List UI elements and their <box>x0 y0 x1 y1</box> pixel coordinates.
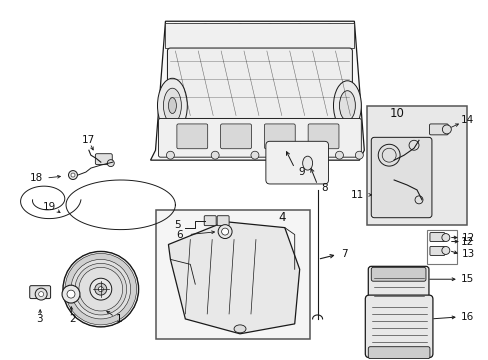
Ellipse shape <box>71 260 130 319</box>
Ellipse shape <box>292 24 306 38</box>
Ellipse shape <box>166 151 174 159</box>
FancyBboxPatch shape <box>158 118 361 157</box>
Polygon shape <box>168 222 299 334</box>
Ellipse shape <box>211 151 219 159</box>
Ellipse shape <box>234 325 245 333</box>
Text: 8: 8 <box>321 183 327 193</box>
Ellipse shape <box>302 156 312 170</box>
Ellipse shape <box>414 196 422 204</box>
FancyBboxPatch shape <box>30 286 50 298</box>
Ellipse shape <box>295 27 303 35</box>
Ellipse shape <box>325 27 333 35</box>
Ellipse shape <box>67 290 75 298</box>
Bar <box>165 23 354 48</box>
Ellipse shape <box>236 27 244 35</box>
FancyBboxPatch shape <box>177 124 207 149</box>
Ellipse shape <box>441 234 449 242</box>
Ellipse shape <box>250 151 258 159</box>
Ellipse shape <box>333 81 361 130</box>
Text: 16: 16 <box>460 312 473 322</box>
FancyBboxPatch shape <box>370 267 425 281</box>
Text: 12: 12 <box>461 233 474 243</box>
Text: 10: 10 <box>389 107 404 120</box>
Ellipse shape <box>163 88 181 123</box>
Bar <box>155 210 309 339</box>
Bar <box>426 230 456 264</box>
FancyBboxPatch shape <box>370 137 431 218</box>
Ellipse shape <box>218 225 232 239</box>
Ellipse shape <box>263 24 276 38</box>
FancyBboxPatch shape <box>428 124 447 135</box>
Ellipse shape <box>157 78 187 133</box>
Ellipse shape <box>39 292 43 297</box>
Ellipse shape <box>295 151 303 159</box>
Text: 6: 6 <box>176 230 183 239</box>
FancyBboxPatch shape <box>385 312 413 336</box>
Ellipse shape <box>95 283 106 295</box>
Text: 2: 2 <box>69 314 76 324</box>
Ellipse shape <box>265 27 273 35</box>
FancyBboxPatch shape <box>265 141 328 184</box>
Ellipse shape <box>441 247 449 255</box>
Ellipse shape <box>201 27 209 35</box>
Text: 5: 5 <box>173 220 180 230</box>
Ellipse shape <box>408 140 418 150</box>
Bar <box>366 105 466 225</box>
Ellipse shape <box>65 253 136 325</box>
FancyBboxPatch shape <box>367 266 428 317</box>
Ellipse shape <box>35 288 47 300</box>
Ellipse shape <box>79 267 122 311</box>
FancyBboxPatch shape <box>307 124 338 149</box>
Ellipse shape <box>107 159 114 167</box>
Ellipse shape <box>68 171 77 180</box>
Text: 14: 14 <box>460 116 473 126</box>
Ellipse shape <box>98 287 103 292</box>
Text: 3: 3 <box>36 314 42 324</box>
FancyBboxPatch shape <box>217 216 228 226</box>
Polygon shape <box>150 21 364 160</box>
FancyBboxPatch shape <box>220 124 251 149</box>
Text: 4: 4 <box>278 211 285 224</box>
Ellipse shape <box>355 151 363 159</box>
Text: 18: 18 <box>30 173 43 183</box>
Text: 17: 17 <box>82 135 95 145</box>
Ellipse shape <box>339 91 355 121</box>
Text: 13: 13 <box>461 249 474 260</box>
Ellipse shape <box>198 24 212 38</box>
Ellipse shape <box>442 125 450 134</box>
Text: 11: 11 <box>350 190 364 200</box>
Text: 1: 1 <box>116 314 122 324</box>
FancyBboxPatch shape <box>429 233 444 242</box>
FancyBboxPatch shape <box>264 124 295 149</box>
FancyBboxPatch shape <box>365 295 432 357</box>
FancyBboxPatch shape <box>167 48 352 118</box>
FancyBboxPatch shape <box>429 247 444 255</box>
FancyBboxPatch shape <box>204 216 216 226</box>
Ellipse shape <box>168 98 176 113</box>
Text: 19: 19 <box>43 202 56 212</box>
Text: 15: 15 <box>460 274 473 284</box>
Ellipse shape <box>63 251 138 327</box>
Ellipse shape <box>335 151 343 159</box>
Ellipse shape <box>233 24 246 38</box>
Ellipse shape <box>168 24 182 38</box>
Ellipse shape <box>322 24 336 38</box>
Ellipse shape <box>62 285 80 303</box>
FancyBboxPatch shape <box>428 236 446 247</box>
Text: 7: 7 <box>341 249 347 260</box>
Ellipse shape <box>75 264 126 315</box>
Ellipse shape <box>71 173 75 177</box>
Ellipse shape <box>171 27 179 35</box>
Ellipse shape <box>90 278 112 300</box>
Text: 12: 12 <box>460 237 473 247</box>
Ellipse shape <box>442 237 450 246</box>
Text: 9: 9 <box>298 167 305 177</box>
Ellipse shape <box>221 228 228 235</box>
FancyBboxPatch shape <box>367 347 429 359</box>
FancyBboxPatch shape <box>95 154 112 165</box>
